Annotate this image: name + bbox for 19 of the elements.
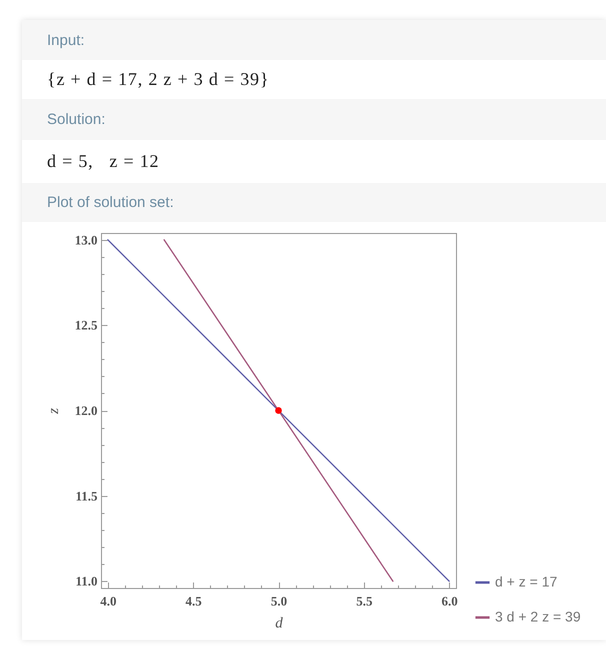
text: {z + d = 17, 2 z + 3 d = 39} (22, 60, 606, 99)
legend-label: d + z = 17 (495, 574, 558, 590)
x-tick-label: 4.5 (186, 594, 202, 608)
y-tick-label: 11.5 (75, 488, 98, 504)
x-tick-label: 5.0 (270, 594, 288, 608)
y-tick-label: 12.0 (74, 403, 98, 418)
x-axis-title: d (275, 616, 284, 632)
text: d = 5, z = 12 (22, 140, 606, 183)
chart-title: Plot of solution set: (22, 183, 606, 222)
y-tick-label: 12.5 (74, 318, 98, 333)
x-tick-label: 5.5 (356, 594, 373, 608)
text: Input: (22, 20, 606, 60)
y-tick-label: 11.0 (75, 574, 98, 589)
x-tick-label: 4.0 (100, 594, 116, 608)
y-tick-label: 13.0 (74, 232, 98, 248)
text: Solution: (22, 99, 606, 140)
x-tick-label: 6.0 (442, 594, 458, 608)
y-axis-title: z (46, 408, 62, 415)
legend-label: 3 d + 2 z = 39 (495, 608, 581, 624)
